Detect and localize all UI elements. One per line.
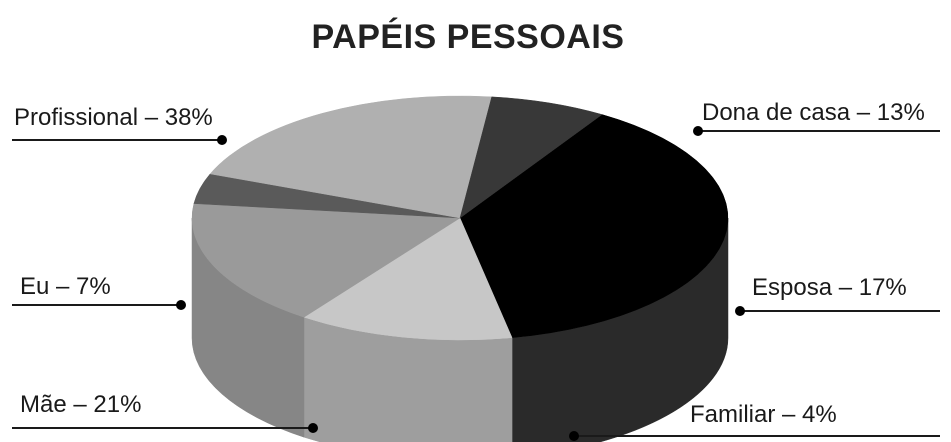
slice-label-mae: Mãe – 21% [20,391,141,418]
pie-slice-mae [209,95,493,219]
slice-label-familiar: Familiar – 4% [690,401,837,428]
pie-slice-dona-de-casa [303,217,513,341]
leader-dot-familiar [569,431,579,441]
slice-label-profissional: Profissional – 38% [14,104,213,131]
leader-dot-eu [176,300,186,310]
leader-dot-mae [308,423,318,433]
pie-slice-profissional [459,114,729,338]
pie-side-walls [191,217,729,442]
slice-label-dona-de-casa: Dona de casa – 13% [702,99,925,126]
leader-dot-profissional [217,135,227,145]
pie-slice-eu [459,96,603,219]
slice-label-eu: Eu – 7% [20,273,111,300]
slice-label-esposa: Esposa – 17% [752,274,907,301]
pie-top-faces [191,95,729,341]
pie-slice-esposa [191,203,461,318]
leader-dot-esposa [735,306,745,316]
chart-title: PAPÉIS PESSOAIS [312,18,625,56]
pie-3d [191,95,729,442]
leader-dot-dona-de-casa [693,126,703,136]
slice-labels: Profissional – 38% Dona de casa – 13% Espo… [12,99,940,441]
